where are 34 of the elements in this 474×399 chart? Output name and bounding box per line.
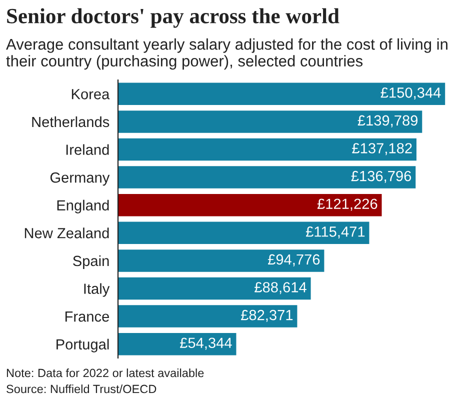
- data-label: £88,614: [254, 282, 306, 294]
- bar: [118, 82, 446, 106]
- y-tick-label: Italy: [84, 283, 110, 297]
- y-tick-label: Ireland: [66, 144, 109, 155]
- data-label: £54,344: [180, 338, 232, 350]
- data-label: £137,182: [352, 143, 412, 156]
- data-label: £150,344: [380, 87, 441, 100]
- y-tick-label: New Zealand: [24, 228, 109, 238]
- bar: [118, 222, 370, 244]
- data-label: £115,471: [306, 226, 365, 239]
- y-tick-label: England: [57, 200, 109, 214]
- data-label: £136,796: [351, 170, 412, 183]
- y-tick-label: Germany: [50, 172, 110, 186]
- source-note: Source: Nuffield Trust/OECD: [6, 384, 156, 394]
- bar: [118, 110, 422, 133]
- data-label: £121,226: [317, 198, 378, 211]
- y-tick-label: Portugal: [56, 338, 109, 352]
- bar: [118, 277, 311, 300]
- y-tick-label: Netherlands: [32, 116, 110, 128]
- data-label: £139,789: [358, 115, 418, 128]
- bar: [118, 166, 416, 188]
- y-tick-label: France: [65, 312, 110, 322]
- chart-subtitle: Average consultant yearly salary adjusted for the cost of living in their country (purchasing power), selected countries: [6, 38, 448, 70]
- bar: [118, 138, 416, 161]
- bar: [118, 250, 324, 272]
- data-label: £94,776: [268, 254, 320, 266]
- y-tick-label: Korea: [72, 89, 110, 100]
- bar: [118, 332, 236, 356]
- chart-title: Senior doctors' pay across the world: [7, 8, 340, 28]
- data-label: £82,371: [240, 310, 293, 322]
- bar: [118, 194, 382, 216]
- bar: [118, 305, 298, 328]
- text: Note: Data for 2022 or latest available: [6, 368, 204, 378]
- y-tick-label: Spain: [73, 255, 109, 270]
